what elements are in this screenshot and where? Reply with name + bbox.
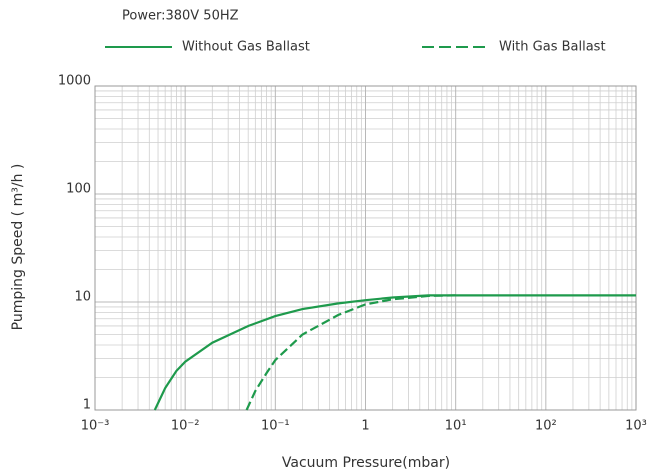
y-tick-label: 1000 bbox=[58, 74, 91, 89]
x-tick-label: 10³ bbox=[625, 419, 647, 434]
x-tick-label: 10¹ bbox=[445, 419, 467, 434]
line bbox=[153, 294, 636, 411]
legend-label: With Gas Ballast bbox=[499, 40, 606, 55]
y-tick-label: 100 bbox=[66, 182, 91, 197]
subtitle: Power:380V 50HZ bbox=[122, 9, 239, 24]
line bbox=[245, 294, 456, 411]
y-axis-label: Pumping Speed ( m³/h ) bbox=[10, 164, 26, 331]
x-tick-label: 10⁻¹ bbox=[261, 419, 290, 434]
x-tick-label: 10² bbox=[535, 419, 557, 434]
plot-frame bbox=[94, 85, 637, 411]
x-tick-label: 10⁻³ bbox=[81, 419, 110, 434]
x-tick-label: 1 bbox=[361, 419, 369, 434]
y-tick-label: 10 bbox=[74, 290, 91, 305]
x-axis-label: Vacuum Pressure(mbar) bbox=[282, 455, 450, 471]
y-tick-label: 1 bbox=[83, 398, 91, 413]
legend-label: Without Gas Ballast bbox=[182, 40, 310, 55]
x-tick-label: 10⁻² bbox=[171, 419, 200, 434]
